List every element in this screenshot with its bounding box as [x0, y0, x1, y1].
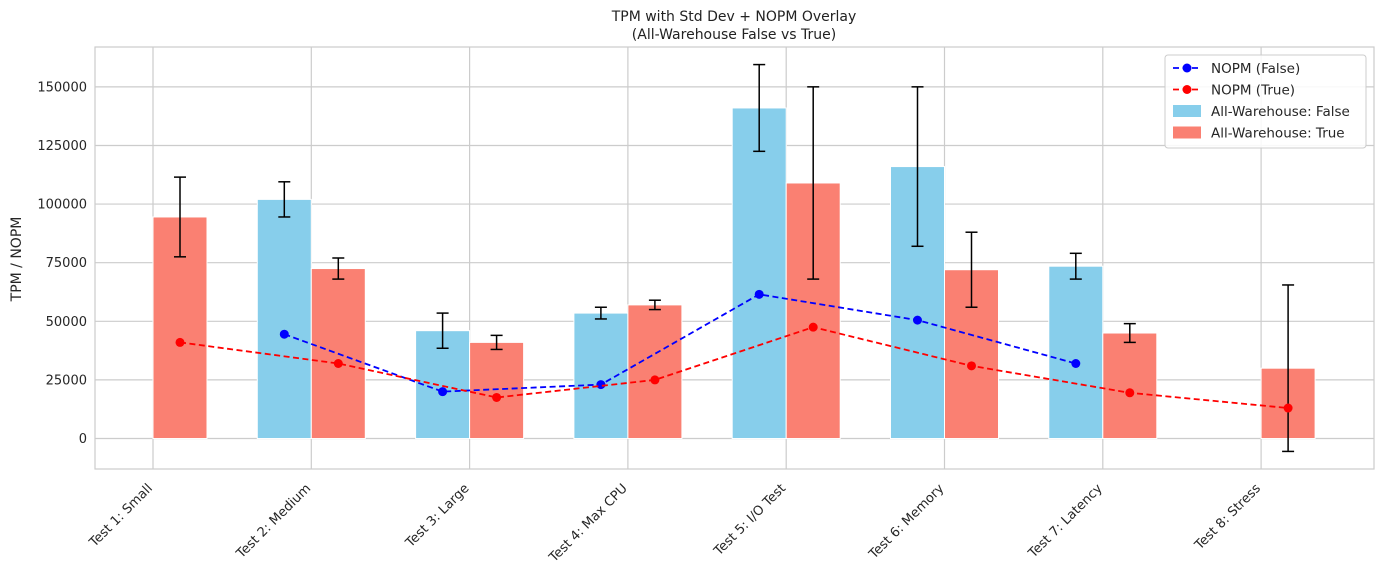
- bar-false: [731, 107, 787, 440]
- x-tick-label: Test 6: Memory: [866, 481, 948, 563]
- legend-entry: All-Warehouse: False: [1211, 104, 1350, 120]
- x-tick-label: Test 5: I/O Test: [711, 481, 789, 559]
- plot-frame: [94, 46, 1375, 470]
- nopm-point-false: [279, 329, 289, 339]
- legend-box: [1164, 54, 1367, 149]
- y-tick-labels: 0 25000 50000 75000 100000 125000 150000: [37, 80, 87, 447]
- y-tick-label: 25000: [46, 373, 87, 388]
- nopm-point-true: [175, 337, 185, 347]
- errorbar-layer: [174, 63, 1295, 453]
- legend-marker: [1182, 63, 1192, 73]
- chart-subtitle: (All-Warehouse False vs True): [632, 27, 836, 43]
- x-tick-label: Test 8: Stress: [1191, 481, 1264, 554]
- legend-entry: All-Warehouse: True: [1211, 126, 1345, 142]
- nopm-point-false: [1071, 359, 1081, 368]
- bar-false: [1048, 265, 1104, 440]
- bar-layer: [152, 107, 1316, 440]
- line-layer: [175, 289, 1293, 413]
- nopm-point-true: [492, 392, 502, 402]
- nopm-line-false: [283, 293, 1077, 393]
- bar-true: [627, 304, 683, 440]
- nopm-line-true: [179, 326, 1289, 409]
- x-tick-label: Test 2: Medium: [233, 481, 314, 562]
- legend-entry: NOPM (False): [1211, 61, 1300, 77]
- nopm-point-true: [1125, 388, 1135, 398]
- x-tick-label: Test 3: Large: [402, 481, 472, 551]
- x-tick-label: Test 4: Max CPU: [546, 481, 631, 566]
- nopm-point-true: [1283, 403, 1293, 413]
- y-tick-label: 150000: [37, 80, 87, 95]
- nopm-point-true: [808, 322, 818, 332]
- x-tick-label: Test 7: Latency: [1025, 481, 1106, 562]
- x-tick-label: Test 1: Small: [86, 481, 156, 551]
- x-tick-labels: Test 1: Small Test 2: Medium Test 3: Large…: [86, 481, 1264, 566]
- legend-bar-swatch: [1173, 126, 1201, 139]
- legend[interactable]: NOPM (False) NOPM (True) All-Warehouse: Fa…: [1164, 54, 1367, 149]
- y-tick-label: 75000: [46, 256, 87, 271]
- legend-entry: NOPM (True): [1211, 83, 1295, 99]
- legend-bar-swatch: [1173, 105, 1201, 117]
- y-axis-label: TPM / NOPM: [9, 217, 25, 303]
- y-tick-label: 50000: [46, 315, 87, 330]
- nopm-point-true: [967, 361, 976, 371]
- legend-marker: [1182, 85, 1192, 94]
- nopm-point-false: [913, 315, 922, 325]
- nopm-point-false: [596, 380, 606, 390]
- nopm-point-false: [754, 289, 764, 299]
- y-tick-label: 125000: [37, 139, 87, 154]
- bar-false: [573, 312, 629, 440]
- y-tick-label: 100000: [37, 198, 87, 213]
- chart-title: TPM with Std Dev + NOPM Overlay: [611, 9, 857, 25]
- nopm-point-false: [438, 387, 448, 397]
- y-tick-label: 0: [79, 432, 87, 447]
- nopm-point-true: [650, 375, 660, 385]
- bar-true: [1102, 332, 1158, 440]
- nopm-point-true: [333, 359, 343, 368]
- bar-false: [256, 198, 312, 440]
